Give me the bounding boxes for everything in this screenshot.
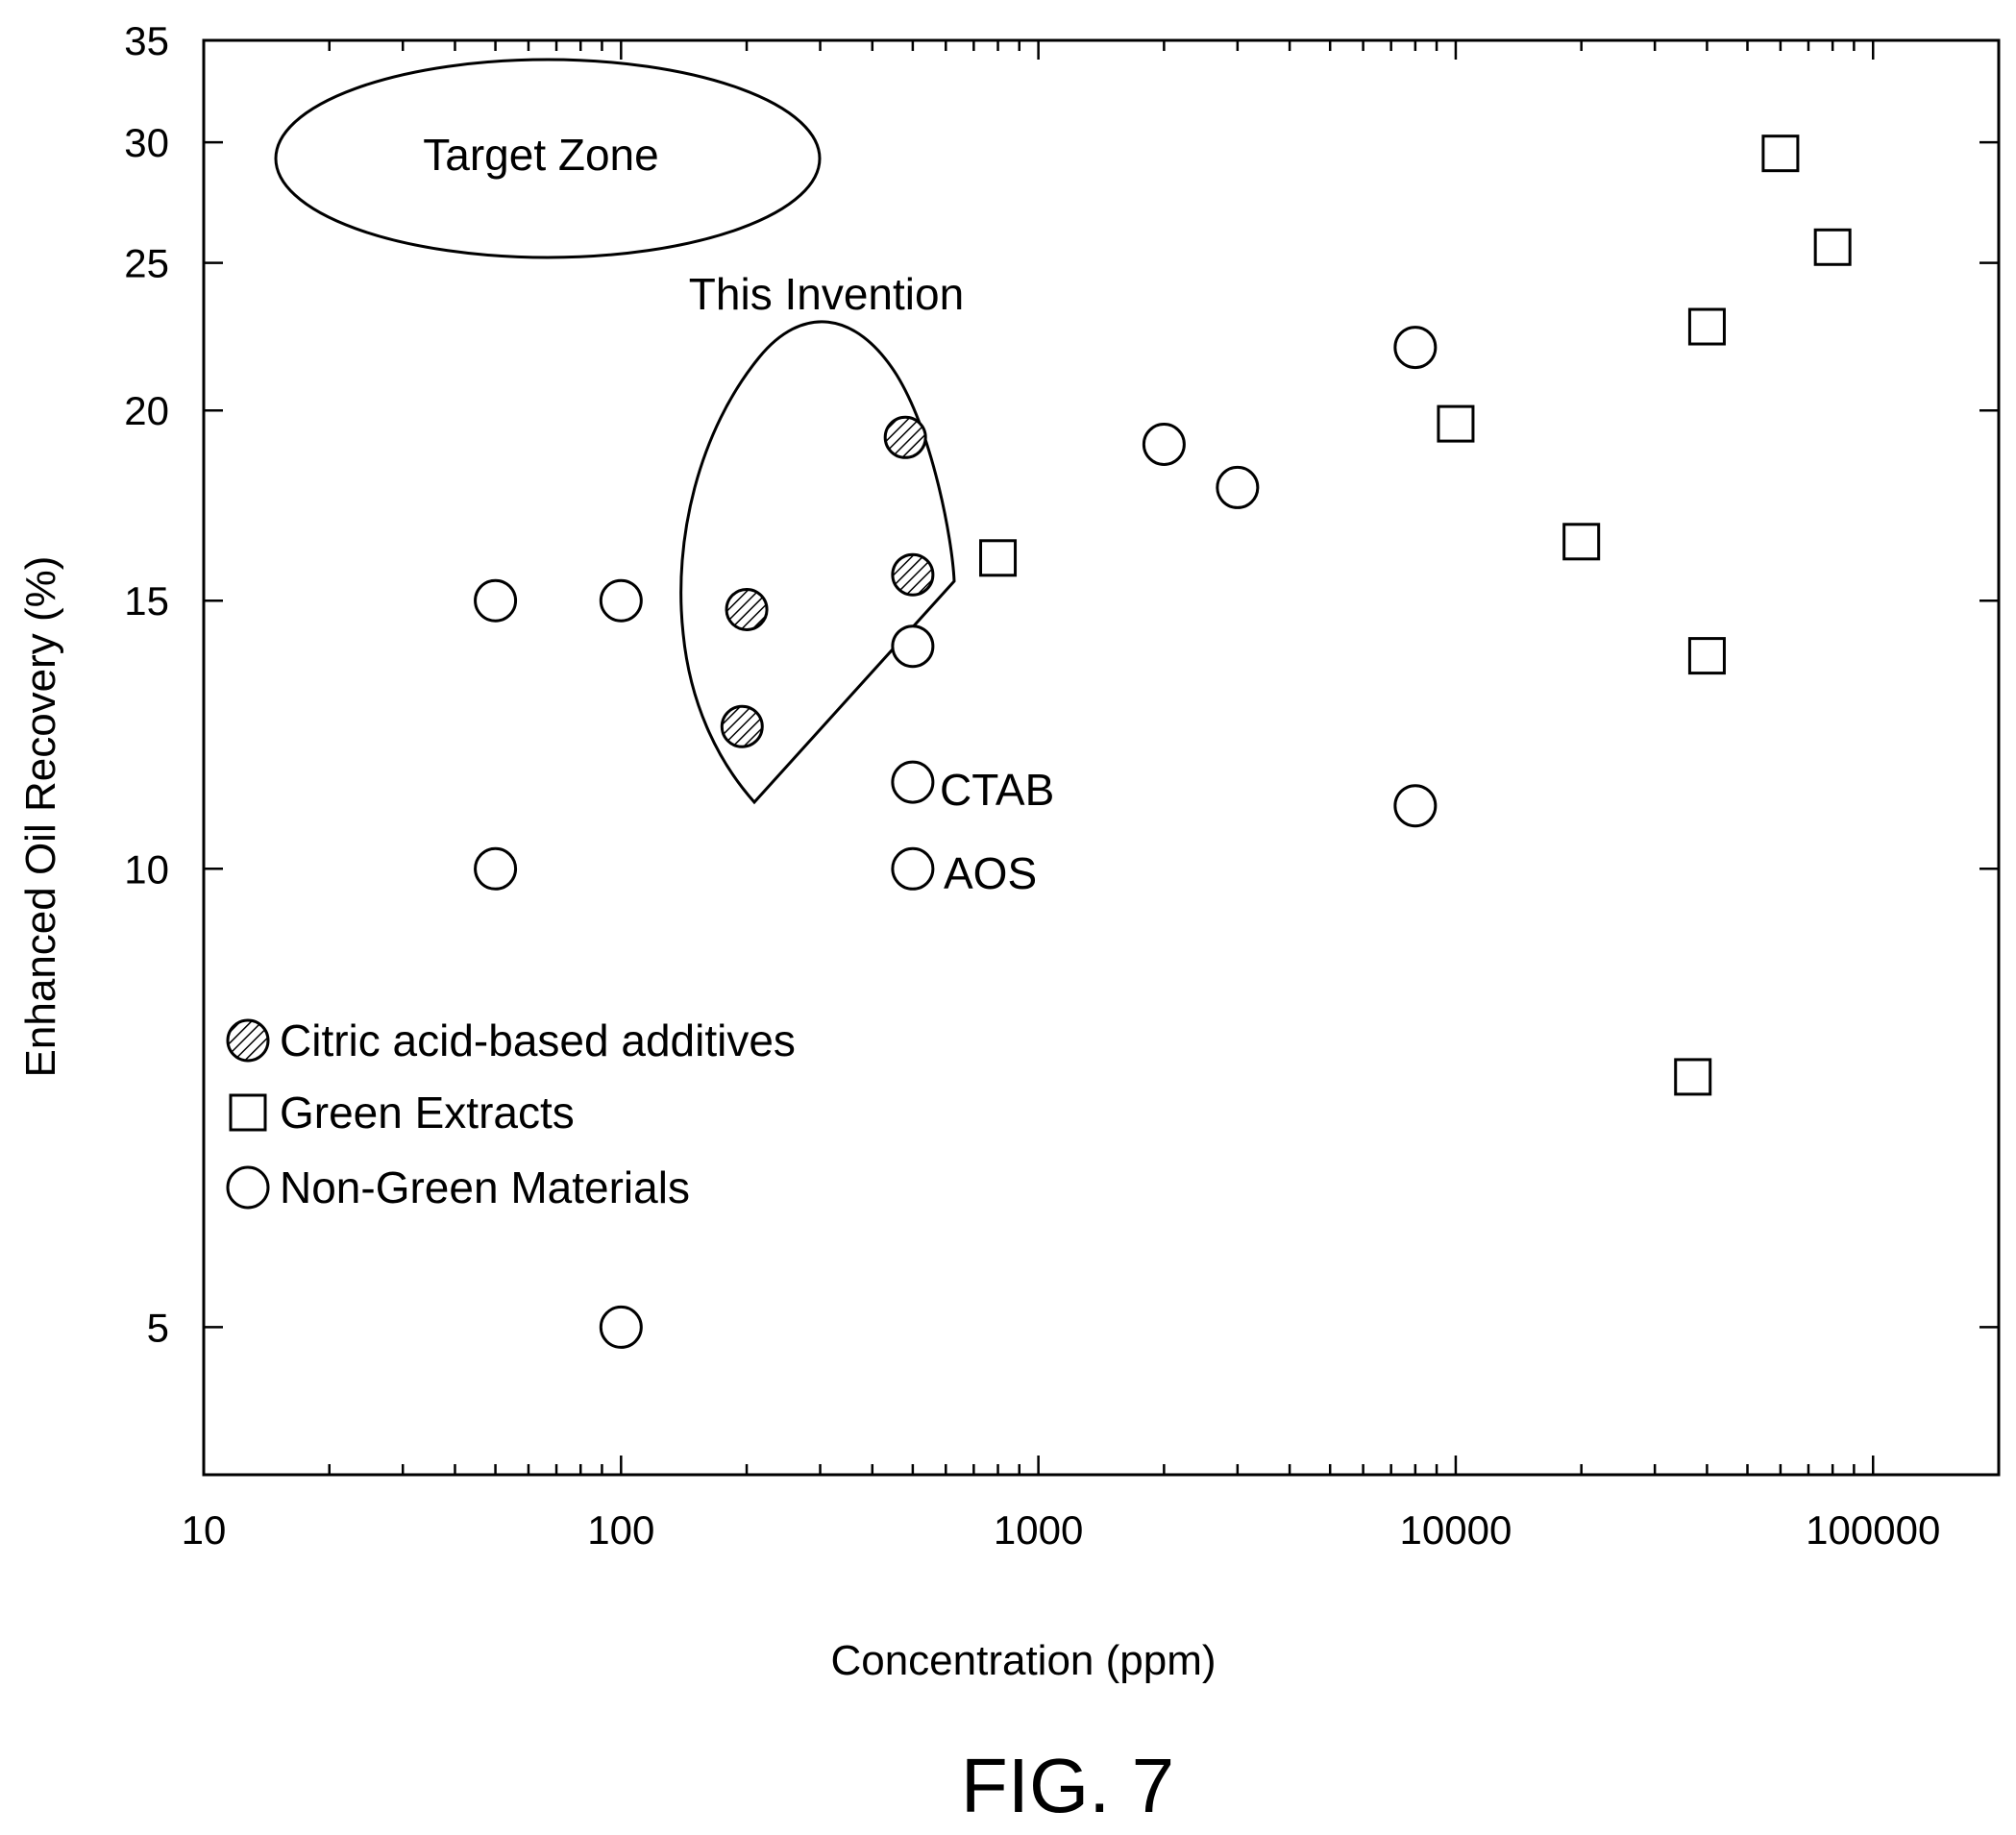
annotation-aos: AOS bbox=[944, 848, 1037, 898]
green-extract-point bbox=[1761, 135, 1800, 173]
citric-acid-point bbox=[883, 415, 927, 459]
tick-labels: 10 100 1000 10000 100000 5 10 15 20 25 30 35 bbox=[124, 18, 1940, 1553]
non-green-point bbox=[599, 578, 643, 623]
green-extract-point bbox=[1687, 637, 1726, 675]
green-extract-point bbox=[1687, 307, 1726, 346]
non-green-point bbox=[1393, 784, 1438, 828]
green-extract-point bbox=[1562, 523, 1601, 561]
x-tick-label: 100000 bbox=[1806, 1507, 1940, 1553]
annotation-target-zone: Target Zone bbox=[423, 130, 658, 180]
x-tick-label: 10000 bbox=[1400, 1507, 1512, 1553]
annotation-this-invention: This Invention bbox=[689, 269, 964, 319]
plot-frame bbox=[202, 38, 2001, 1477]
y-tick-label: 30 bbox=[124, 120, 169, 165]
non-green-point bbox=[1216, 465, 1260, 509]
y-tick-label: 20 bbox=[124, 388, 169, 433]
legend-nongreen-label: Non-Green Materials bbox=[280, 1162, 690, 1212]
target-zone-ellipse bbox=[274, 58, 822, 259]
y-tick-label: 25 bbox=[124, 241, 169, 286]
y-axis-title: Enhanced Oil Recovery (%) bbox=[17, 556, 64, 1078]
citric-acid-point bbox=[725, 587, 769, 631]
y-tick-label: 35 bbox=[124, 18, 169, 63]
figure-label: FIG. 7 bbox=[961, 1743, 1174, 1828]
legend: Citric acid-based additives Green Extrac… bbox=[226, 1015, 796, 1212]
annotation-ctab: CTAB bbox=[940, 765, 1054, 815]
x-axis-title: Concentration (ppm) bbox=[830, 1637, 1216, 1684]
y-tick-label: 15 bbox=[124, 578, 169, 624]
non-green-point bbox=[599, 1305, 643, 1349]
legend-green-marker bbox=[229, 1093, 267, 1132]
legend-citric-marker bbox=[226, 1018, 270, 1063]
y-tick-label: 10 bbox=[124, 846, 169, 892]
legend-citric-label: Citric acid-based additives bbox=[280, 1015, 796, 1065]
non-green-point bbox=[474, 578, 518, 623]
citric-acid-point bbox=[720, 704, 764, 748]
x-tick-label: 1000 bbox=[994, 1507, 1083, 1553]
citric-acid-point bbox=[891, 552, 935, 597]
x-tick-label: 100 bbox=[587, 1507, 654, 1553]
non-green-point bbox=[1142, 423, 1186, 467]
axes bbox=[202, 38, 2001, 1477]
non-green-point bbox=[474, 846, 518, 891]
green-extract-point bbox=[1813, 228, 1852, 266]
green-extract-point bbox=[979, 539, 1018, 577]
non-green-point bbox=[891, 846, 935, 891]
y-tick-label: 5 bbox=[147, 1305, 169, 1350]
non-green-point bbox=[891, 760, 935, 804]
green-extract-point bbox=[1674, 1058, 1712, 1096]
x-tick-label: 10 bbox=[182, 1507, 227, 1553]
green-extract-point bbox=[1437, 404, 1475, 443]
non-green-point bbox=[1393, 326, 1438, 370]
data-points bbox=[474, 135, 1852, 1349]
legend-green-label: Green Extracts bbox=[280, 1088, 575, 1138]
tick-marks bbox=[202, 38, 2001, 1475]
non-green-point bbox=[891, 624, 935, 669]
legend-nongreen-marker bbox=[226, 1165, 270, 1210]
